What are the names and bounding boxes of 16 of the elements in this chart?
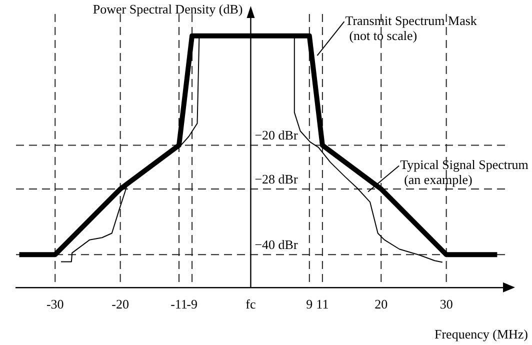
x-tick-label: -9 — [186, 296, 198, 312]
annotation: Transmit Spectrum Mask (not to scale) — [345, 12, 478, 43]
x-tick-label: 11 — [316, 296, 329, 312]
x-tick-label: 20 — [374, 296, 388, 312]
x-tick-label: -30 — [46, 296, 64, 312]
x-tick-label: fc — [246, 296, 256, 312]
x-axis-title: Frequency (MHz) — [434, 326, 528, 342]
annotation: Typical Signal Spectrum (an example) — [400, 157, 528, 188]
x-tick-label: -11 — [170, 296, 188, 312]
y-tick-label: −20 dBr — [254, 128, 298, 143]
y-tick-label: −28 dBr — [254, 171, 298, 186]
x-tick-label: 30 — [440, 296, 453, 312]
y-axis-title: Power Spectral Density (dB) — [92, 1, 243, 16]
x-tick-label: -20 — [112, 296, 129, 312]
x-tick-label: 9 — [306, 296, 313, 312]
y-tick-label: −40 dBr — [254, 237, 298, 252]
